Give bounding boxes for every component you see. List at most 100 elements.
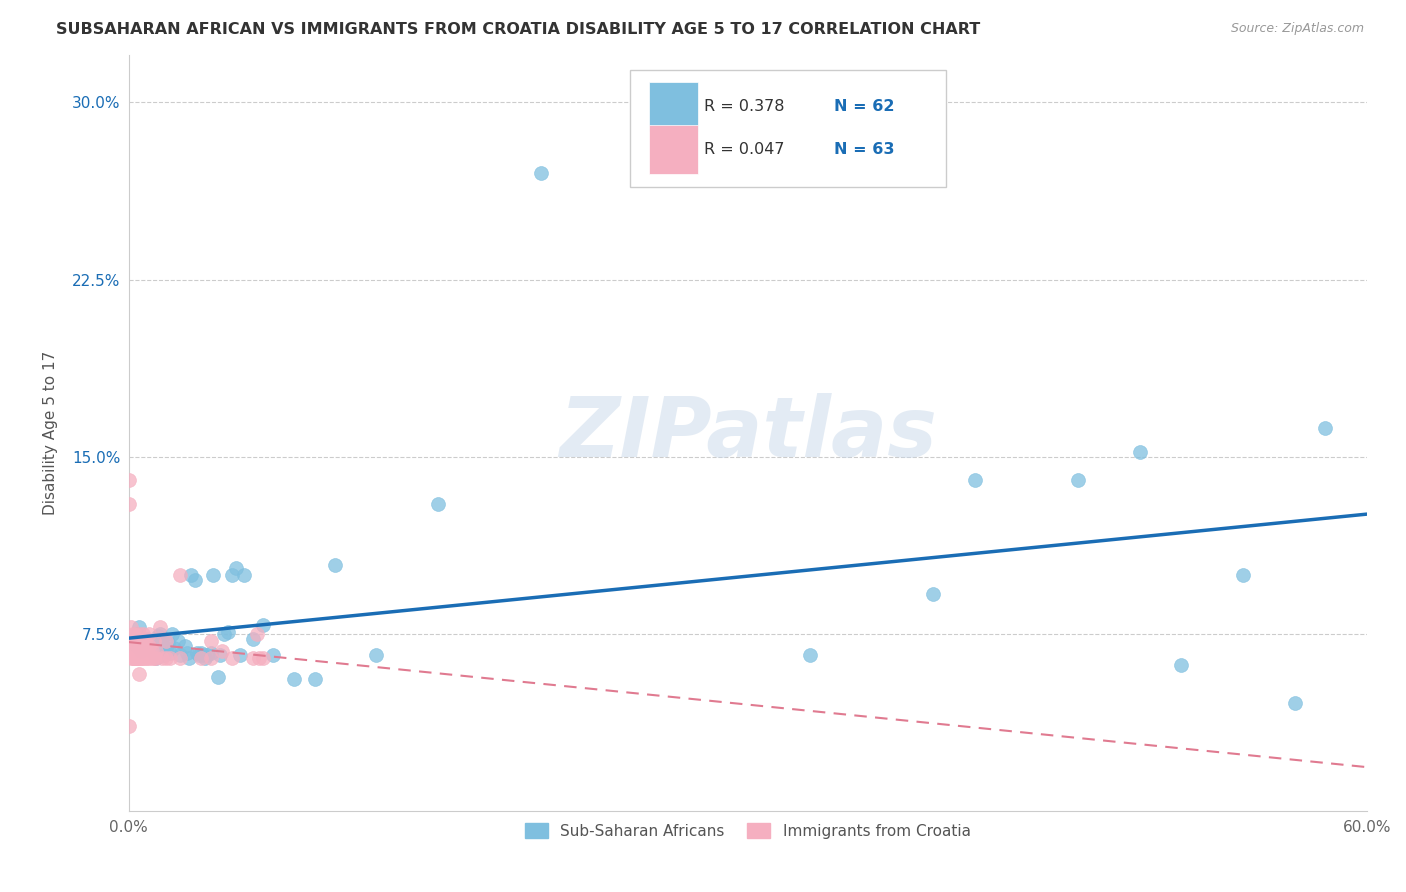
Point <box>190 650 212 665</box>
Point <box>118 474 141 488</box>
Point <box>160 627 183 641</box>
Point <box>127 634 149 648</box>
Point <box>195 648 218 663</box>
Point <box>169 650 191 665</box>
Text: N = 63: N = 63 <box>834 142 896 157</box>
Point <box>128 643 150 657</box>
Point <box>127 643 149 657</box>
Point <box>173 639 195 653</box>
Point <box>149 627 172 641</box>
Point <box>129 650 152 665</box>
Point <box>124 627 146 641</box>
FancyBboxPatch shape <box>630 70 946 187</box>
Point <box>217 624 239 639</box>
Y-axis label: Disability Age 5 to 17: Disability Age 5 to 17 <box>44 351 58 516</box>
Point <box>191 648 214 663</box>
Point <box>134 643 156 657</box>
Point <box>124 643 146 657</box>
Point <box>169 648 191 663</box>
Point <box>127 639 149 653</box>
Point <box>122 627 145 641</box>
Point <box>122 650 145 665</box>
Point <box>252 650 274 665</box>
Point <box>963 474 986 488</box>
Point <box>304 672 326 686</box>
Point <box>155 650 177 665</box>
Point <box>202 568 225 582</box>
Point <box>128 627 150 641</box>
Point <box>221 568 243 582</box>
Point <box>252 617 274 632</box>
Point <box>200 634 222 648</box>
FancyBboxPatch shape <box>648 82 699 131</box>
Point <box>153 648 176 663</box>
Point <box>149 636 172 650</box>
Point <box>200 646 222 660</box>
Point <box>177 650 200 665</box>
Point <box>221 650 243 665</box>
Point <box>247 650 270 665</box>
Point <box>207 669 229 683</box>
Point <box>145 643 167 657</box>
Point <box>242 632 264 646</box>
Text: R = 0.047: R = 0.047 <box>704 142 785 157</box>
Point <box>155 641 177 656</box>
Point <box>132 634 155 648</box>
Point <box>128 667 150 681</box>
Point <box>229 648 252 663</box>
Text: ZIPatlas: ZIPatlas <box>558 392 936 474</box>
Point <box>136 650 159 665</box>
Point <box>366 648 388 663</box>
Point <box>246 627 269 641</box>
Point <box>163 641 186 656</box>
Point <box>127 650 149 665</box>
Text: SUBSAHARAN AFRICAN VS IMMIGRANTS FROM CROATIA DISABILITY AGE 5 TO 17 CORRELATION: SUBSAHARAN AFRICAN VS IMMIGRANTS FROM CR… <box>56 22 980 37</box>
Point <box>186 646 208 660</box>
Point <box>159 650 181 665</box>
Point <box>132 650 155 665</box>
Point <box>118 719 141 733</box>
Point <box>138 650 160 665</box>
Point <box>184 573 207 587</box>
Text: N = 62: N = 62 <box>834 99 896 114</box>
Point <box>132 627 155 641</box>
Point <box>323 558 346 573</box>
Point <box>212 627 235 641</box>
Point <box>188 648 211 663</box>
Point <box>124 634 146 648</box>
Point <box>150 632 173 646</box>
Point <box>138 627 160 641</box>
Point <box>138 639 160 653</box>
Point <box>180 568 202 582</box>
Point <box>129 650 152 665</box>
Point <box>145 650 167 665</box>
Point <box>169 568 191 582</box>
Point <box>150 650 173 665</box>
Point <box>128 620 150 634</box>
Point <box>129 634 152 648</box>
Point <box>142 634 165 648</box>
Point <box>132 639 155 653</box>
Point <box>1232 568 1254 582</box>
Point <box>1315 421 1337 435</box>
Point <box>242 650 264 665</box>
Text: Source: ZipAtlas.com: Source: ZipAtlas.com <box>1230 22 1364 36</box>
Point <box>124 650 146 665</box>
Point <box>167 634 190 648</box>
Point <box>138 636 160 650</box>
Point <box>122 650 145 665</box>
Point <box>146 629 169 643</box>
Point <box>190 646 212 660</box>
Point <box>799 648 821 663</box>
Point <box>141 643 163 657</box>
Point <box>141 650 163 665</box>
Point <box>134 650 156 665</box>
Point <box>124 650 146 665</box>
Point <box>120 650 142 665</box>
Point <box>120 620 142 634</box>
Point <box>136 632 159 646</box>
Point <box>155 634 177 648</box>
Point <box>922 587 945 601</box>
Point <box>211 643 233 657</box>
Point <box>127 650 149 665</box>
